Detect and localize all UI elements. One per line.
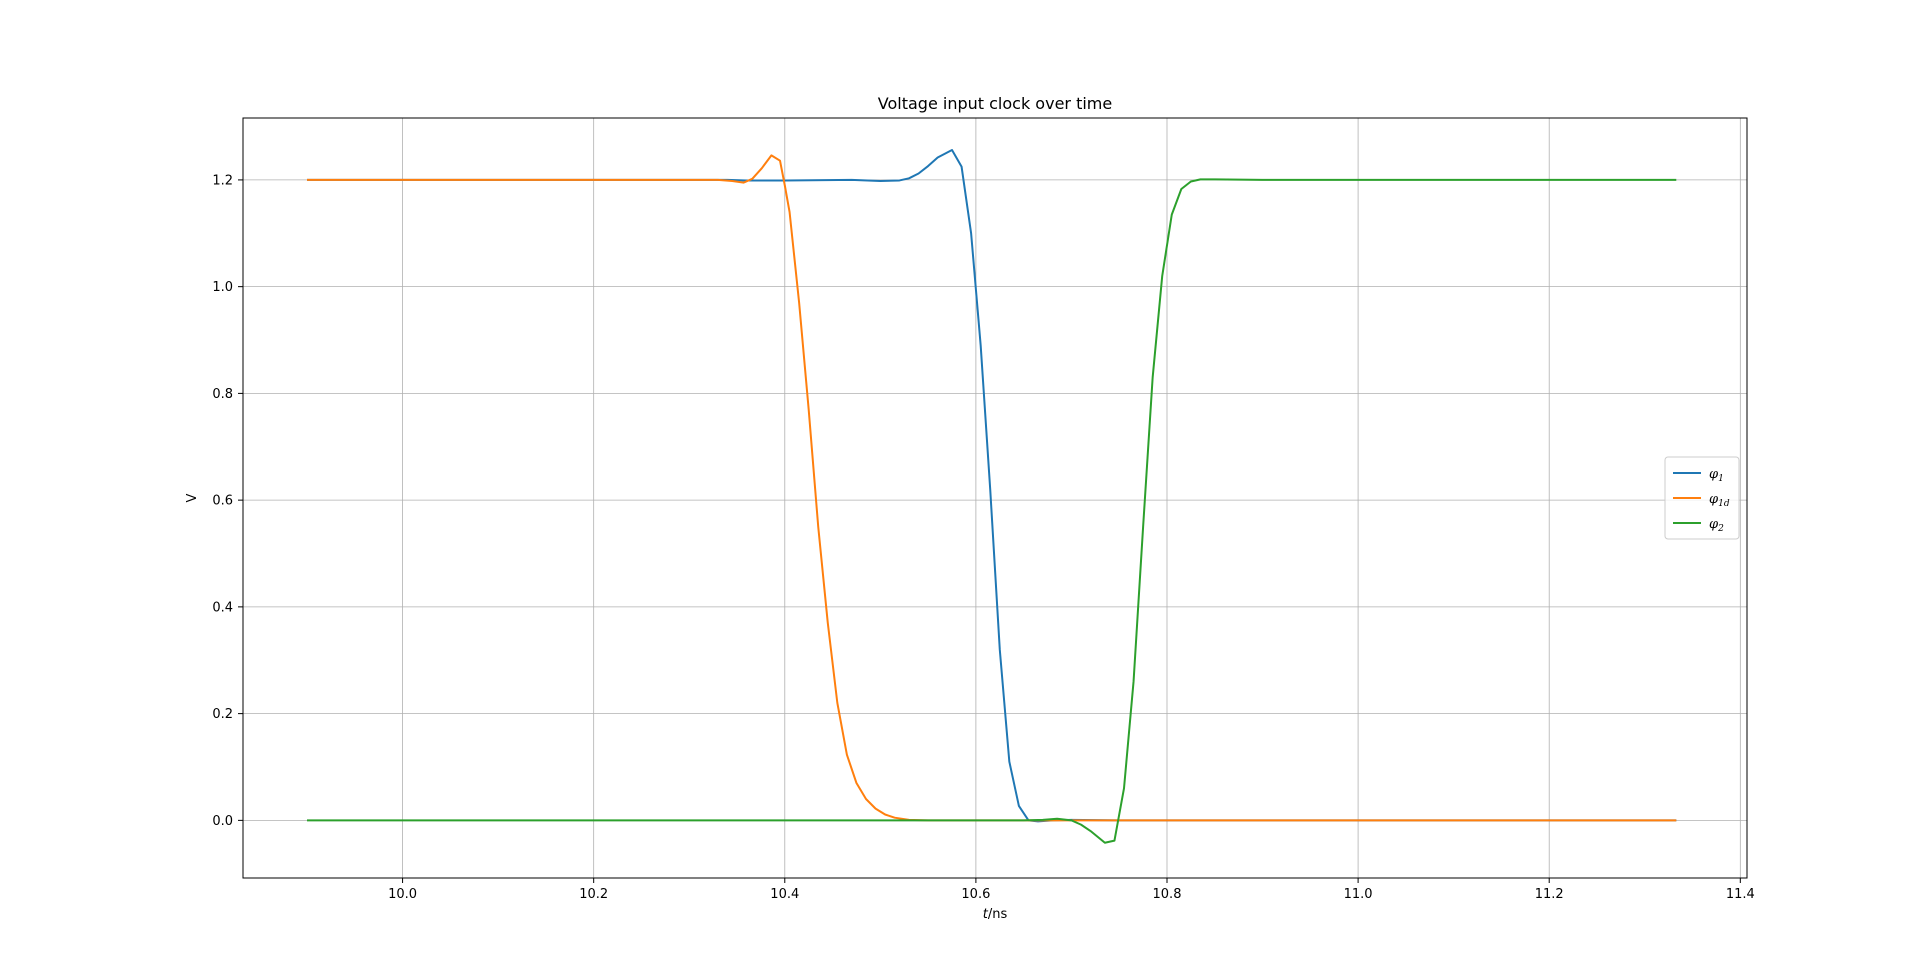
x-tick-label: 10.8 bbox=[1153, 887, 1182, 902]
y-tick-label: 0.0 bbox=[212, 814, 233, 829]
x-tick-label: 11.4 bbox=[1726, 887, 1755, 902]
series-line-3 bbox=[307, 178, 1677, 844]
series-line-1 bbox=[307, 149, 1677, 823]
y-tick-label: 1.2 bbox=[212, 173, 233, 188]
x-tick-label: 10.6 bbox=[961, 887, 990, 902]
y-tick-label: 0.2 bbox=[212, 707, 233, 722]
y-tick-label: 0.8 bbox=[212, 387, 233, 402]
legend-label-2: φ1d bbox=[1709, 492, 1730, 509]
legend-label-1: φ1 bbox=[1709, 467, 1724, 484]
y-tick-label: 0.4 bbox=[212, 600, 233, 615]
series-lines bbox=[307, 149, 1677, 844]
x-axis: 10.0 10.2 10.4 10.6 10.8 11.0 11.2 11.4 bbox=[388, 878, 1755, 902]
x-tick-label: 11.2 bbox=[1535, 887, 1564, 902]
legend: φ1 φ1d φ2 bbox=[1664, 456, 1740, 540]
y-tick-label: 1.0 bbox=[212, 280, 233, 295]
x-tick-label: 10.4 bbox=[770, 887, 799, 902]
x-axis-label: t/ns bbox=[983, 907, 1008, 922]
series-line-2 bbox=[307, 154, 1677, 822]
y-axis: 0.0 0.2 0.4 0.6 0.8 1.0 1.2 bbox=[212, 173, 243, 829]
chart-title: Voltage input clock over time bbox=[878, 94, 1112, 113]
x-axis-label-var: t bbox=[983, 907, 989, 922]
x-tick-label: 10.2 bbox=[579, 887, 608, 902]
x-tick-label: 11.0 bbox=[1344, 887, 1373, 902]
y-axis-label: V bbox=[185, 493, 200, 502]
x-tick-label: 10.0 bbox=[388, 887, 417, 902]
grid bbox=[243, 118, 1747, 878]
x-axis-label-unit: /ns bbox=[988, 907, 1008, 922]
legend-box bbox=[1664, 456, 1740, 540]
y-tick-label: 0.6 bbox=[212, 494, 233, 509]
plot-frame bbox=[242, 117, 1748, 879]
legend-label-3: φ2 bbox=[1709, 517, 1724, 534]
